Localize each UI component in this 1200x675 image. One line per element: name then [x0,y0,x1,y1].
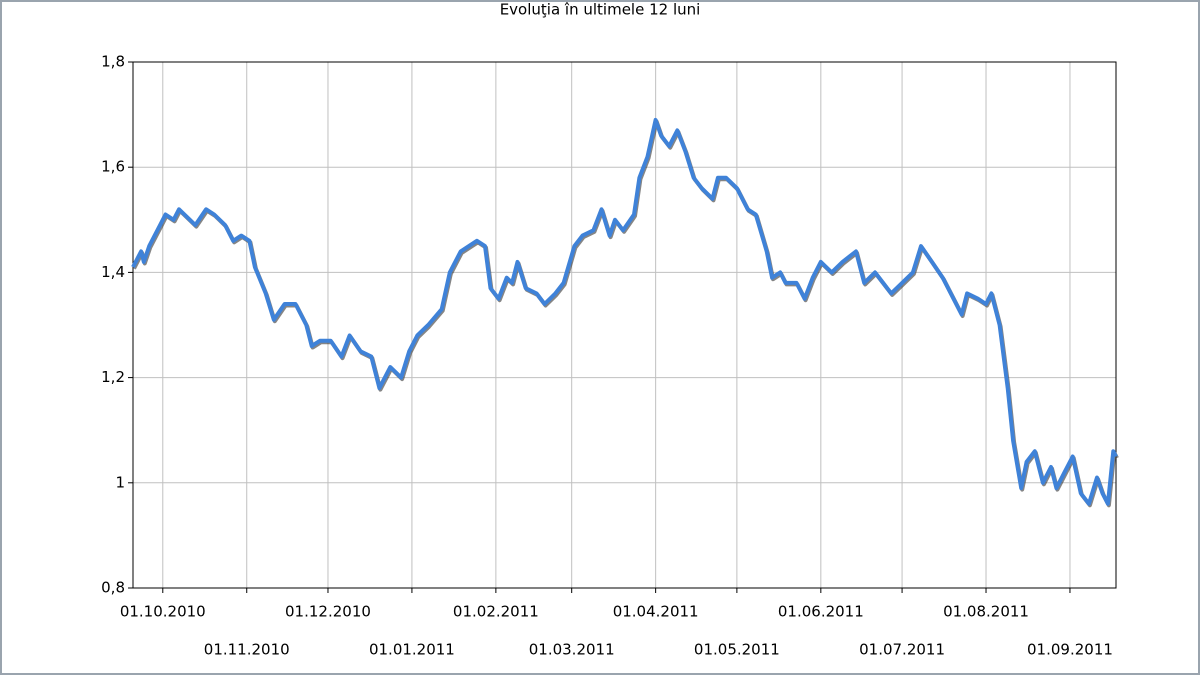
y-tick-label: 1,8 [101,53,125,71]
x-tick-label: 01.01.2011 [369,641,455,659]
x-tick-label: 01.02.2011 [453,603,539,621]
y-tick-label: 1 [115,473,125,491]
line [131,117,1118,506]
x-tick-label: 01.05.2011 [694,641,780,659]
x-tick-label: 01.08.2011 [943,603,1029,621]
x-tick-label: 01.04.2011 [613,603,699,621]
x-tick-label: 01.03.2011 [529,641,615,659]
chart-title: Evoluţia în ultimele 12 luni [500,1,701,19]
x-tick-label: 01.06.2011 [778,603,864,621]
y-tick-label: 0,8 [101,579,125,597]
x-tick-label: 01.11.2010 [204,641,290,659]
x-tick-label: 01.12.2010 [285,603,371,621]
y-tick-label: 1,2 [101,368,125,386]
y-tick-label: 1,4 [101,263,125,281]
plot-border [132,61,1117,589]
y-tick-label: 1,6 [101,158,125,176]
plot-area [133,62,1116,588]
x-tick-label: 01.10.2010 [120,603,206,621]
x-tick-label: 01.09.2011 [1027,641,1113,659]
x-tick-label: 01.07.2011 [859,641,945,659]
